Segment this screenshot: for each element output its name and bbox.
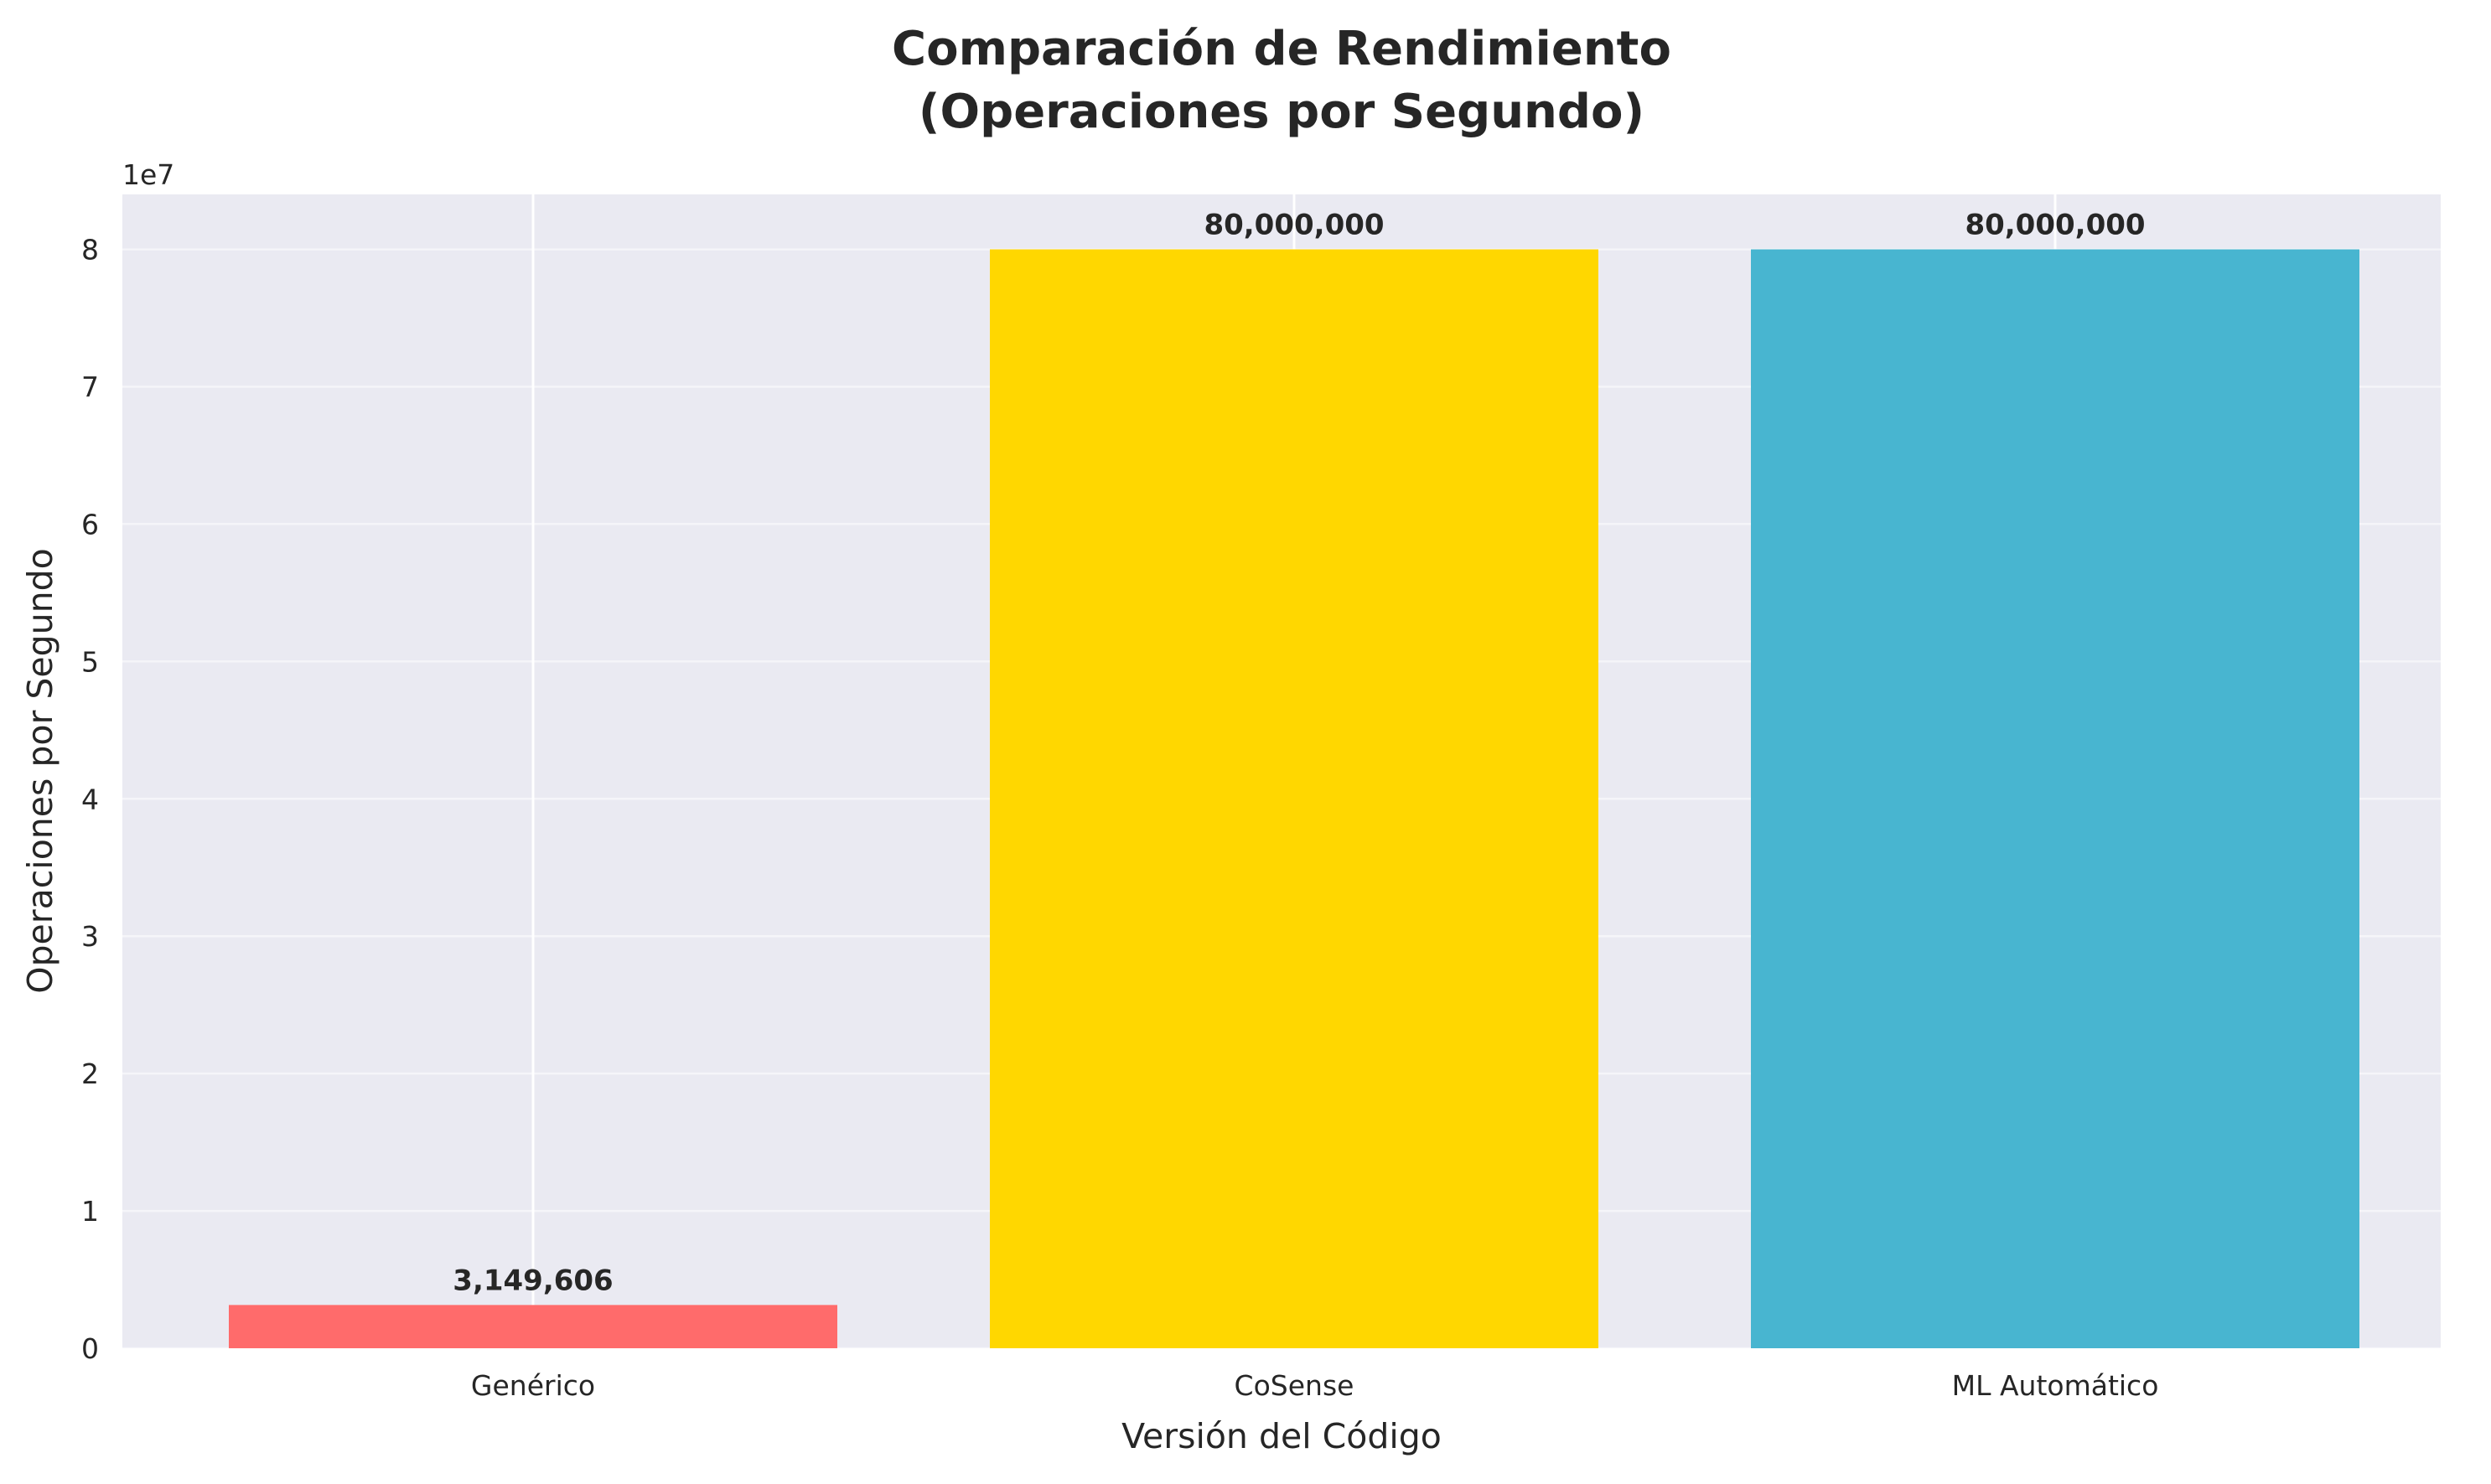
x-tick-label: Genérico bbox=[471, 1369, 595, 1402]
bar-1 bbox=[229, 1305, 837, 1348]
y-tick-label: 0 bbox=[81, 1332, 99, 1365]
y-tick-label: 7 bbox=[81, 371, 99, 404]
y-axis-offset-text: 1e7 bbox=[122, 158, 174, 191]
y-tick-label: 3 bbox=[81, 920, 99, 953]
y-tick-label: 1 bbox=[81, 1195, 99, 1228]
x-axis-label: Versión del Código bbox=[1121, 1416, 1442, 1456]
chart-title-line-1: Comparación de Rendimiento bbox=[892, 22, 1671, 76]
y-tick-label: 6 bbox=[81, 508, 99, 540]
y-tick-labels: 0 1 2 3 4 5 6 7 8 bbox=[81, 234, 99, 1365]
bars bbox=[229, 249, 2359, 1349]
bar-value-label: 80,000,000 bbox=[1965, 209, 2145, 242]
x-tick-label: ML Automático bbox=[1952, 1369, 2159, 1402]
bar-value-label: 3,149,606 bbox=[453, 1264, 613, 1297]
chart-title-line-2: (Operaciones por Segundo) bbox=[919, 85, 1644, 139]
y-tick-label: 8 bbox=[81, 234, 99, 266]
bar-3 bbox=[1751, 249, 2359, 1349]
y-axis-label: Operaciones por Segundo bbox=[20, 548, 60, 993]
bar-value-label: 80,000,000 bbox=[1204, 209, 1384, 242]
y-tick-label: 4 bbox=[81, 783, 99, 815]
y-tick-label: 2 bbox=[81, 1057, 99, 1090]
data-labels: 3,149,606 80,000,000 80,000,000 bbox=[453, 209, 2145, 1298]
bar-2 bbox=[990, 249, 1598, 1349]
x-tick-labels: Genérico CoSense ML Automático bbox=[471, 1369, 2158, 1402]
y-tick-label: 5 bbox=[81, 645, 99, 678]
x-tick-label: CoSense bbox=[1235, 1369, 1354, 1402]
